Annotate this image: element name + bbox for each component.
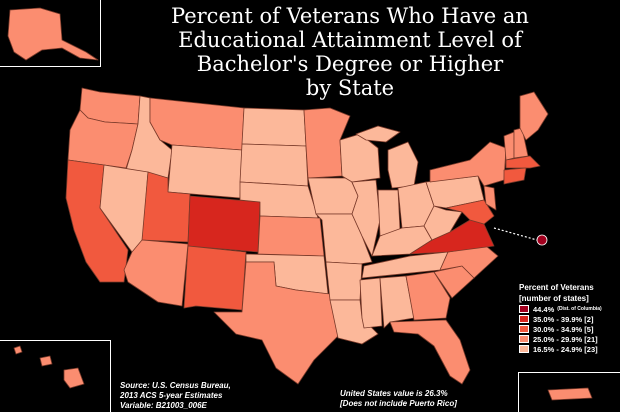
legend-swatch xyxy=(519,325,529,333)
puerto-rico-inset-frame xyxy=(518,372,620,412)
title-line-4: by State xyxy=(305,76,395,100)
state-new-jersey xyxy=(483,185,497,211)
legend-item: 30.0% - 34.9% [5] xyxy=(519,324,619,334)
legend-label: 16.5% - 24.9% [23] xyxy=(533,344,598,354)
title-line-2: Educational Attainment Level of xyxy=(178,28,522,52)
state-alaska xyxy=(7,7,99,61)
state-alabama xyxy=(379,275,415,329)
state-michigan-upper xyxy=(355,125,401,143)
state-michigan xyxy=(387,141,419,189)
legend-label: 44.4% xyxy=(533,304,555,314)
legend-item: 25.0% - 29.9% [21] xyxy=(519,334,619,344)
state-illinois xyxy=(351,179,381,257)
state-kansas xyxy=(257,215,325,257)
state-vermont xyxy=(503,131,515,161)
legend-subtitle: [number of states] xyxy=(519,294,589,303)
state-montana xyxy=(149,97,245,151)
state-arizona xyxy=(123,239,189,307)
legend-swatch xyxy=(519,335,529,343)
title-line-3: Bachelor's Degree or Higher xyxy=(196,52,504,76)
state-north-dakota xyxy=(241,107,307,147)
dc-marker xyxy=(536,234,548,246)
source-note: Source: U.S. Census Bureau, 2013 ACS 5-y… xyxy=(120,381,231,411)
state-florida xyxy=(389,319,471,385)
alaska-inset-frame xyxy=(0,0,101,67)
state-georgia xyxy=(405,271,451,321)
dc-callout-line xyxy=(493,227,538,241)
source-line-2: 2013 ACS 5-year Estimates xyxy=(120,391,223,400)
state-maryland xyxy=(445,199,495,225)
legend-swatch xyxy=(519,345,529,353)
state-iowa xyxy=(307,177,359,215)
legend-item: 44.4% (Dist. of Columbia) xyxy=(519,304,619,314)
legend-swatch xyxy=(519,305,529,313)
state-new-mexico xyxy=(183,245,247,311)
legend-swatch xyxy=(519,315,529,323)
us-value-note: United States value is 26.3% [Does not i… xyxy=(340,389,457,409)
state-wyoming xyxy=(167,144,243,199)
legend-item: 35.0% - 39.9% [2] xyxy=(519,314,619,324)
source-line-3: Variable: B21003_006E xyxy=(120,401,207,410)
legend-label: 30.0% - 34.9% [5] xyxy=(533,324,594,334)
territory-puerto-rico xyxy=(547,387,593,401)
state-texas xyxy=(213,261,339,385)
legend-title: Percent of Veterans xyxy=(519,283,594,292)
state-south-dakota xyxy=(239,143,309,187)
state-hawaii xyxy=(13,345,85,389)
us-value-line-2: [Does not include Puerto Rico] xyxy=(340,399,457,408)
legend: Percent of Veterans [number of states] 4… xyxy=(519,282,619,354)
state-virginia xyxy=(409,219,495,255)
legend-label: 35.0% - 39.9% [2] xyxy=(533,314,594,324)
state-arkansas xyxy=(325,261,363,301)
state-massachusetts xyxy=(505,155,541,169)
legend-note: (Dist. of Columbia) xyxy=(557,305,602,312)
us-value-line-1: United States value is 26.3% xyxy=(340,389,448,398)
title-line-1: Percent of Veterans Who Have an xyxy=(171,4,529,28)
legend-label: 25.0% - 29.9% [21] xyxy=(533,334,598,344)
source-line-1: Source: U.S. Census Bureau, xyxy=(120,381,231,390)
state-indiana xyxy=(377,189,401,237)
state-colorado xyxy=(187,195,261,253)
hawaii-inset-frame xyxy=(0,340,111,412)
map-title: Percent of Veterans Who Have an Educatio… xyxy=(150,4,550,100)
state-maine xyxy=(519,91,549,141)
state-connecticut xyxy=(503,167,527,185)
legend-item: 16.5% - 24.9% [23] xyxy=(519,344,619,354)
state-louisiana xyxy=(329,299,379,345)
state-mississippi xyxy=(359,277,383,329)
